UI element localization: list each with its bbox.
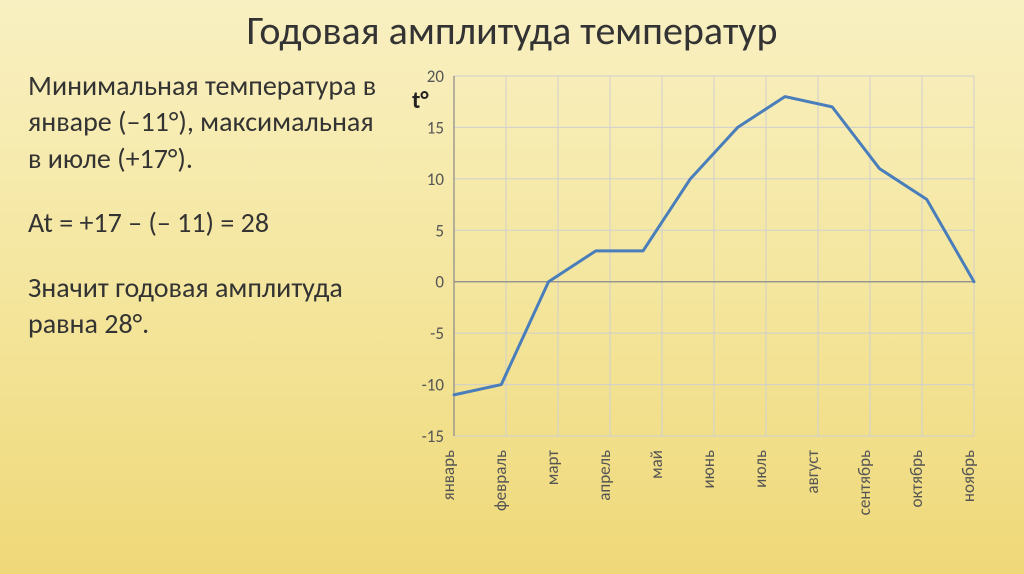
y-axis-label: t° bbox=[412, 86, 429, 115]
body-p2: At = +17 – (– 11) = 28 bbox=[28, 205, 380, 241]
svg-text:20: 20 bbox=[427, 66, 445, 87]
chart-svg: -15 -10 -5 0 5 10 15 20 январь февраль март апрель м… bbox=[384, 62, 1004, 554]
svg-text:июнь: июнь bbox=[698, 450, 719, 489]
temperature-chart: t° -15 -10 -5 0 5 10 15 20 январь февраль март апре… bbox=[384, 62, 1004, 554]
svg-text:ноябрь: ноябрь bbox=[958, 450, 979, 502]
svg-text:октябрь: октябрь bbox=[906, 450, 927, 507]
svg-text:январь: январь bbox=[438, 450, 459, 500]
svg-text:сентябрь: сентябрь bbox=[854, 450, 875, 515]
svg-text:10: 10 bbox=[427, 169, 445, 190]
body-p3: Значит годовая амплитуда равна 28°. bbox=[28, 270, 380, 343]
body-text: Минимальная температура в январе (–11°),… bbox=[28, 68, 380, 370]
slide-title: Годовая амплитуда температур bbox=[0, 6, 1024, 55]
svg-text:-10: -10 bbox=[422, 375, 445, 396]
svg-text:май: май bbox=[646, 450, 667, 479]
svg-text:-5: -5 bbox=[430, 323, 444, 344]
svg-text:0: 0 bbox=[435, 272, 444, 293]
svg-text:апрель: апрель bbox=[594, 450, 615, 501]
svg-text:март: март bbox=[542, 450, 563, 486]
svg-text:5: 5 bbox=[435, 220, 444, 241]
svg-text:август: август bbox=[802, 450, 823, 494]
svg-text:-15: -15 bbox=[422, 426, 444, 447]
body-p1: Минимальная температура в январе (–11°),… bbox=[28, 68, 380, 177]
svg-text:февраль: февраль bbox=[490, 450, 511, 511]
svg-text:июль: июль bbox=[750, 450, 771, 488]
svg-text:15: 15 bbox=[427, 117, 444, 138]
